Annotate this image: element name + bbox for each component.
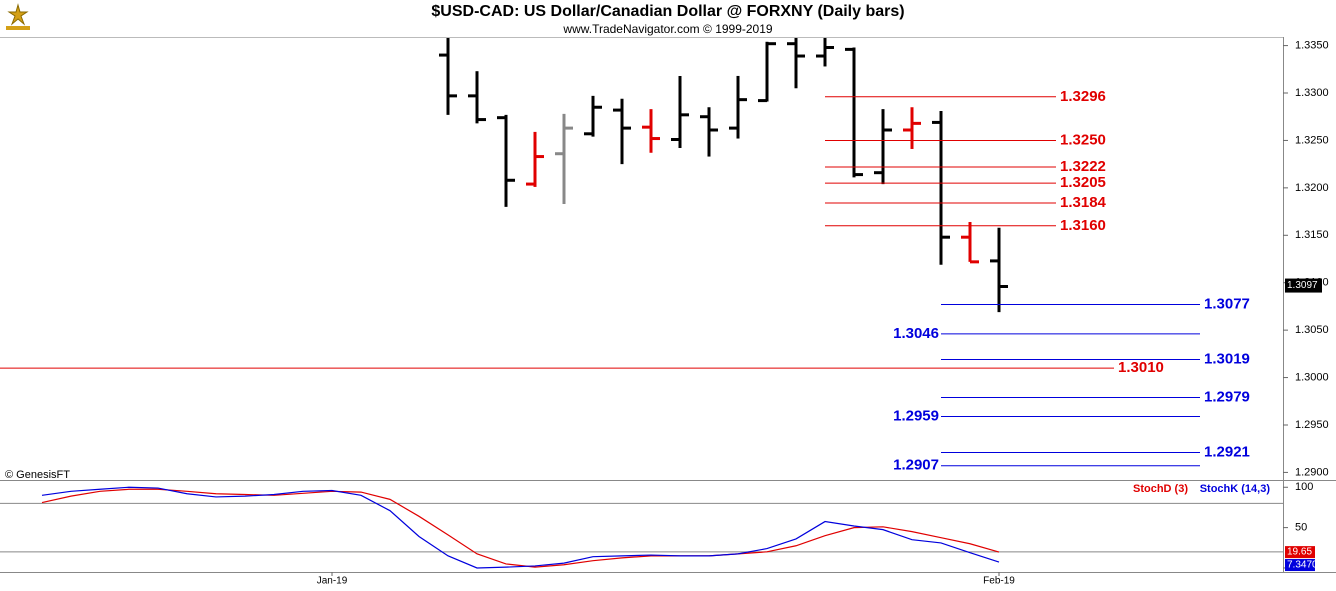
- y-tick-label: 1.3350: [1295, 39, 1329, 51]
- level-label: 1.2959: [893, 407, 939, 424]
- y-tick-label: 1.3250: [1295, 134, 1329, 146]
- legend-entry: StochD (3): [1133, 483, 1188, 495]
- level-label: 1.3184: [1060, 194, 1107, 211]
- last-value-tag: [1285, 559, 1315, 572]
- y-tick-label: 50: [1295, 522, 1307, 534]
- level-label: 1.3205: [1060, 174, 1106, 191]
- chart-subtitle: www.TradeNavigator.com © 1999-2019: [562, 22, 772, 36]
- y-tick-label: 1.3300: [1295, 87, 1329, 99]
- stoch-line: [41, 488, 1000, 568]
- level-label: 1.3077: [1204, 295, 1250, 312]
- last-value-label: 7.3470: [1287, 560, 1318, 571]
- level-label: 1.3250: [1060, 131, 1106, 148]
- last-value-label: 19.65: [1287, 547, 1312, 558]
- level-label: 1.3222: [1060, 158, 1106, 175]
- y-tick-label: 1.3150: [1295, 229, 1329, 241]
- y-tick-label: 1.3050: [1295, 324, 1329, 336]
- y-tick-label: 1.2900: [1295, 466, 1329, 478]
- legend-entry: StochK (14,3): [1200, 483, 1271, 495]
- level-label: 1.3296: [1060, 88, 1106, 105]
- watermark: © GenesisFT: [5, 469, 70, 481]
- level-label: 1.2921: [1204, 443, 1250, 460]
- level-label: 1.2907: [893, 457, 939, 474]
- chart-title: $USD-CAD: US Dollar/Canadian Dollar @ FO…: [431, 3, 904, 20]
- y-tick-label: 1.3200: [1295, 182, 1329, 194]
- level-label: 1.3046: [893, 325, 939, 342]
- y-tick-label: 1.3000: [1295, 371, 1329, 383]
- overlay: 1.29001.29501.30001.30501.31001.31501.32…: [0, 39, 1329, 587]
- y-tick-label: 100: [1295, 481, 1313, 493]
- level-label: 1.2979: [1204, 388, 1250, 405]
- price-panel: [439, 38, 1008, 313]
- level-label: 1.3010: [1118, 359, 1164, 376]
- stoch-panel: [0, 486, 1283, 569]
- stoch-line: [41, 486, 1000, 569]
- last-value-tag: [1285, 546, 1315, 559]
- y-tick-label: 1.2950: [1295, 419, 1329, 431]
- last-price-tag: [1285, 278, 1322, 293]
- level-label: 1.3160: [1060, 217, 1106, 234]
- logo: [3, 3, 33, 33]
- level-label: 1.3019: [1204, 351, 1250, 368]
- x-tick-label: Feb-19: [983, 576, 1015, 587]
- last-price-label: 1.3097: [1287, 280, 1318, 291]
- x-tick-label: Jan-19: [317, 576, 348, 587]
